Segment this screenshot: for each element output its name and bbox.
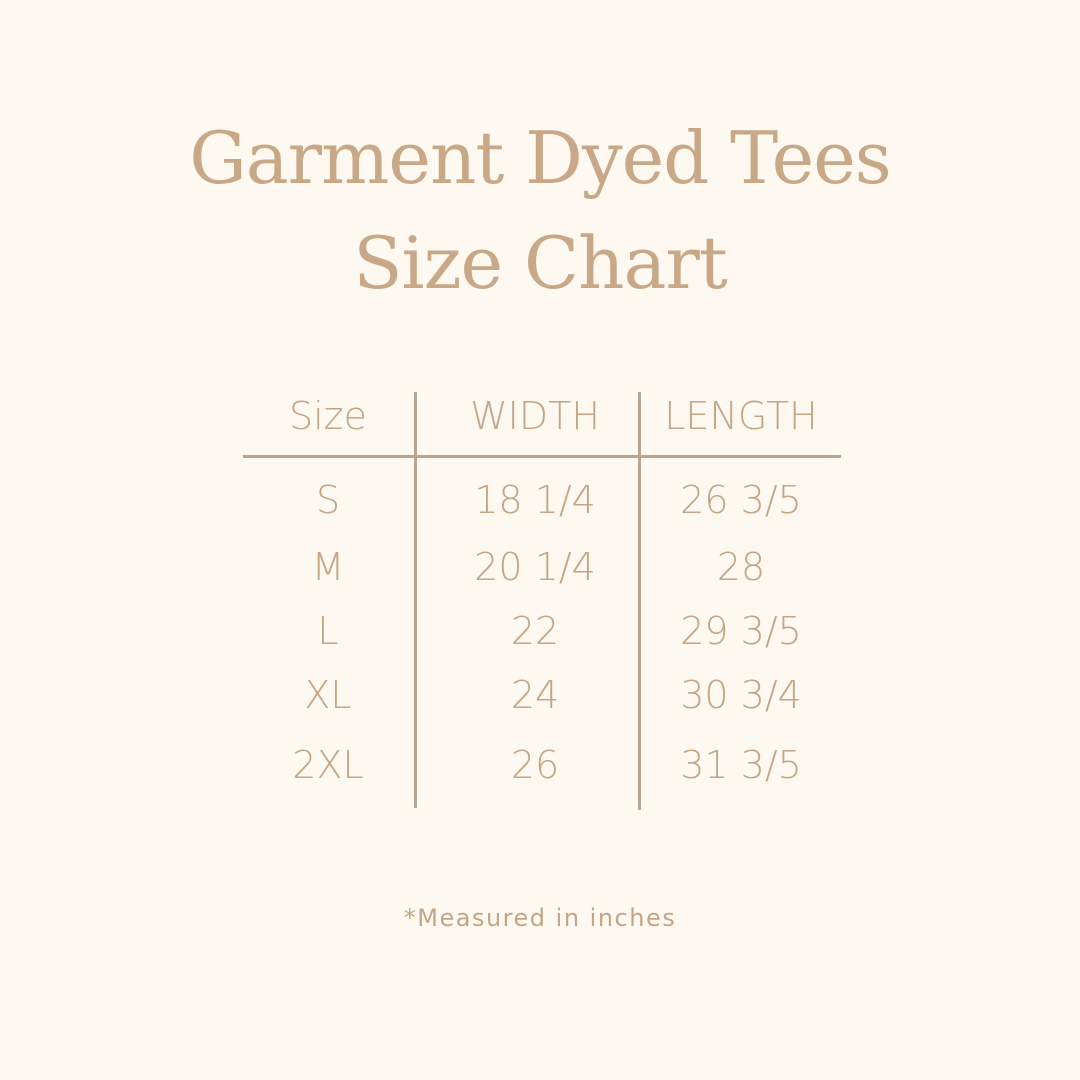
cell-length: 31 3/5 [680,743,802,787]
cell-length: 30 3/4 [680,673,802,717]
cell-size: S [315,478,341,522]
cell-length: 26 3/5 [680,478,802,522]
column-divider-1 [414,392,417,808]
cell-length: 29 3/5 [680,609,802,653]
header-divider [243,455,841,458]
cell-width: 24 [510,673,560,717]
column-divider-2 [638,392,641,810]
cell-size: L [317,609,339,653]
cell-width: 20 1/4 [474,545,596,589]
cell-size: XL [304,673,352,717]
cell-size: 2XL [292,743,364,787]
header-size: Size [288,394,368,438]
title-line-1: Garment Dyed Tees [189,116,892,200]
cell-length: 28 [716,545,766,589]
cell-size: M [311,545,345,589]
header-length: LENGTH [664,394,818,438]
cell-width: 18 1/4 [474,478,596,522]
footnote: *Measured in inches [403,904,677,932]
header-width: WIDTH [470,394,600,438]
cell-width: 22 [510,609,560,653]
cell-width: 26 [510,743,560,787]
title-line-2: Size Chart [353,221,728,305]
